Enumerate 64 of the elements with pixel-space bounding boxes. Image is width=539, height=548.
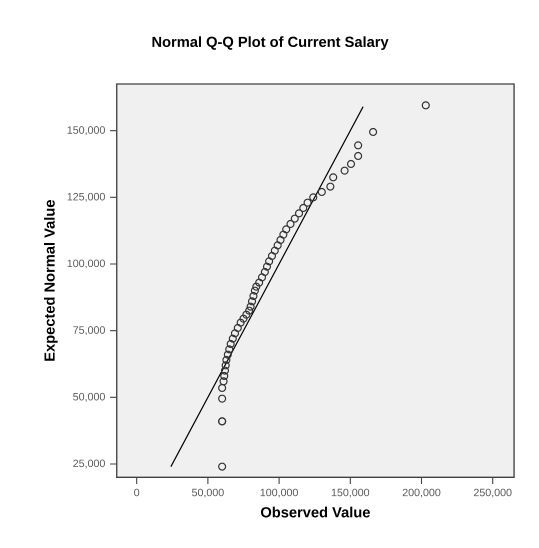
y-tick-label: 125,000 xyxy=(67,192,105,202)
x-tick-label: 250,000 xyxy=(474,488,512,498)
x-tick-label: 0 xyxy=(134,488,140,496)
x-tick-label: 50,000 xyxy=(192,488,224,498)
y-tick-label: 75,000 xyxy=(73,326,105,336)
point xyxy=(276,236,284,244)
point xyxy=(218,394,226,403)
point xyxy=(246,302,254,311)
point xyxy=(264,257,273,266)
chart-title: Normal Q-Q Plot of Current Salary xyxy=(152,36,388,50)
point xyxy=(219,377,228,386)
point xyxy=(252,282,260,291)
point xyxy=(218,462,226,471)
point xyxy=(250,286,259,295)
point xyxy=(260,268,269,276)
y-tick-label: 150,000 xyxy=(67,126,105,136)
point xyxy=(228,334,237,343)
point xyxy=(294,209,303,218)
point xyxy=(254,278,264,287)
x-axis-title: Observed Value xyxy=(260,506,370,518)
point xyxy=(234,324,242,332)
y-tick-label: 25,000 xyxy=(73,460,105,468)
point xyxy=(220,366,229,375)
y-tick-label: 100,000 xyxy=(67,260,105,268)
x-tick-label: 200,000 xyxy=(402,488,440,498)
point xyxy=(224,345,234,354)
point xyxy=(309,193,318,202)
point xyxy=(354,141,362,150)
point xyxy=(326,182,334,191)
point xyxy=(226,340,235,348)
point xyxy=(242,310,250,319)
point xyxy=(262,262,271,271)
point xyxy=(270,246,279,255)
point xyxy=(239,314,248,323)
point xyxy=(290,214,299,223)
point xyxy=(273,241,282,250)
point xyxy=(221,361,230,370)
point xyxy=(248,297,256,306)
point xyxy=(328,173,338,182)
point xyxy=(268,252,276,260)
point xyxy=(286,220,294,228)
point xyxy=(236,318,245,327)
point xyxy=(422,101,430,110)
point xyxy=(249,292,258,300)
point xyxy=(220,372,228,380)
point xyxy=(258,273,266,282)
point xyxy=(279,230,288,239)
x-tick-label: 100,000 xyxy=(260,488,298,498)
point xyxy=(224,350,232,359)
x-tick-label: 150,000 xyxy=(332,488,369,498)
point xyxy=(222,356,230,364)
point xyxy=(282,225,290,234)
point xyxy=(368,128,377,136)
point xyxy=(340,166,348,175)
point xyxy=(299,204,308,212)
point xyxy=(354,152,362,160)
point xyxy=(346,160,355,168)
y-axis-title: Expected Normal Value xyxy=(44,200,58,361)
point xyxy=(230,329,239,338)
y-tick-label: 50,000 xyxy=(72,392,105,402)
point xyxy=(303,198,312,207)
point xyxy=(244,306,254,315)
point xyxy=(218,384,226,392)
point xyxy=(318,188,326,196)
